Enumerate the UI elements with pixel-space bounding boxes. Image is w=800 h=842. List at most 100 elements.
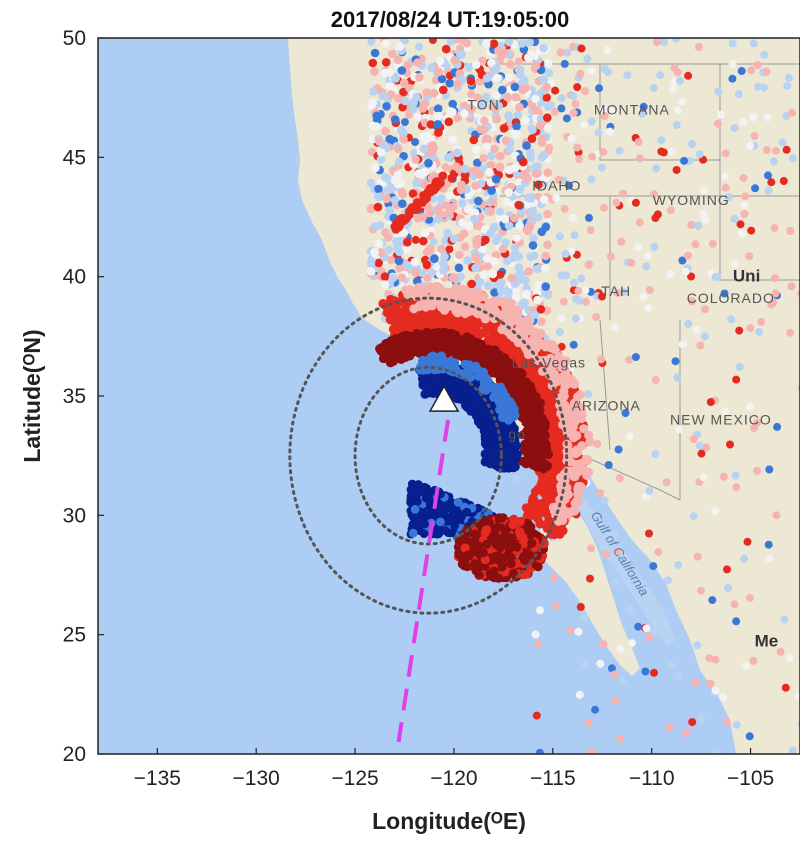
- data-point: [571, 99, 580, 108]
- data-point: [405, 351, 415, 361]
- data-point: [627, 258, 636, 267]
- data-point: [409, 304, 419, 314]
- data-point: [415, 73, 424, 82]
- data-point: [514, 271, 523, 280]
- data-point: [514, 200, 523, 210]
- data-point: [417, 268, 427, 278]
- data-point: [382, 102, 391, 111]
- data-point: [521, 115, 530, 125]
- data-point: [678, 340, 687, 349]
- data-point: [444, 339, 454, 349]
- data-point: [500, 341, 510, 351]
- data-point: [643, 251, 652, 260]
- data-point: [749, 39, 758, 48]
- data-point: [607, 664, 616, 673]
- data-point: [767, 178, 776, 187]
- data-point: [419, 485, 428, 495]
- data-point: [428, 38, 437, 44]
- data-point: [526, 252, 535, 262]
- data-point: [681, 267, 690, 276]
- data-point: [527, 134, 537, 143]
- data-point: [555, 232, 564, 241]
- data-point: [745, 402, 754, 411]
- data-point: [584, 390, 593, 399]
- data-point: [770, 223, 779, 232]
- data-point: [442, 201, 451, 210]
- data-point: [397, 273, 407, 282]
- data-point: [376, 155, 386, 164]
- data-point: [406, 491, 416, 501]
- data-point: [687, 272, 696, 281]
- data-point: [571, 314, 580, 323]
- data-point: [418, 104, 428, 113]
- data-point: [513, 110, 523, 120]
- data-point: [645, 529, 653, 538]
- data-point: [393, 336, 403, 346]
- data-point: [608, 108, 617, 116]
- data-point: [480, 116, 489, 126]
- data-point: [689, 512, 698, 521]
- data-point: [776, 647, 785, 656]
- data-point: [479, 407, 489, 417]
- data-point: [651, 376, 660, 384]
- data-point: [420, 228, 430, 238]
- data-point: [569, 109, 578, 117]
- data-point: [367, 148, 376, 157]
- data-point: [372, 122, 381, 131]
- data-point: [450, 358, 460, 368]
- data-point: [619, 189, 628, 198]
- data-point: [492, 114, 502, 124]
- data-point: [611, 323, 619, 332]
- data-point: [735, 362, 744, 371]
- data-point: [540, 264, 550, 273]
- data-point: [512, 122, 521, 131]
- data-point: [504, 289, 513, 299]
- data-point: [509, 213, 519, 223]
- data-point: [368, 58, 378, 68]
- data-point: [482, 73, 492, 83]
- data-point: [497, 278, 506, 288]
- data-point: [482, 142, 492, 151]
- data-point: [499, 124, 509, 133]
- data-point: [462, 402, 472, 412]
- data-point: [697, 586, 705, 595]
- data-point: [479, 154, 488, 163]
- data-point: [780, 615, 789, 624]
- data-point: [408, 104, 418, 114]
- data-point: [575, 155, 584, 164]
- data-point: [400, 118, 409, 127]
- data-point: [574, 287, 583, 296]
- data-point: [650, 190, 659, 199]
- data-point: [504, 38, 514, 47]
- data-point: [788, 154, 797, 163]
- data-point: [411, 268, 421, 277]
- data-point: [616, 645, 625, 653]
- data-point: [410, 257, 420, 267]
- data-point: [706, 398, 715, 406]
- data-point: [728, 39, 737, 48]
- data-point: [693, 641, 702, 650]
- data-point: [767, 300, 776, 309]
- data-point: [533, 403, 543, 413]
- data-point: [711, 507, 720, 515]
- data-point: [545, 143, 553, 152]
- data-point: [478, 56, 487, 65]
- data-point: [575, 390, 585, 400]
- data-point: [610, 670, 619, 679]
- data-point: [736, 220, 745, 229]
- data-point: [580, 87, 589, 96]
- data-point: [652, 603, 661, 612]
- data-point: [492, 73, 502, 83]
- data-point: [529, 438, 539, 448]
- data-point: [684, 319, 693, 328]
- data-point: [559, 297, 568, 306]
- data-point: [747, 66, 756, 75]
- data-point: [613, 547, 622, 556]
- data-point: [419, 132, 428, 141]
- data-point: [471, 402, 481, 412]
- data-point: [539, 488, 549, 498]
- data-point: [445, 245, 454, 254]
- data-point: [445, 301, 455, 311]
- data-point: [667, 661, 676, 670]
- data-point: [728, 59, 737, 68]
